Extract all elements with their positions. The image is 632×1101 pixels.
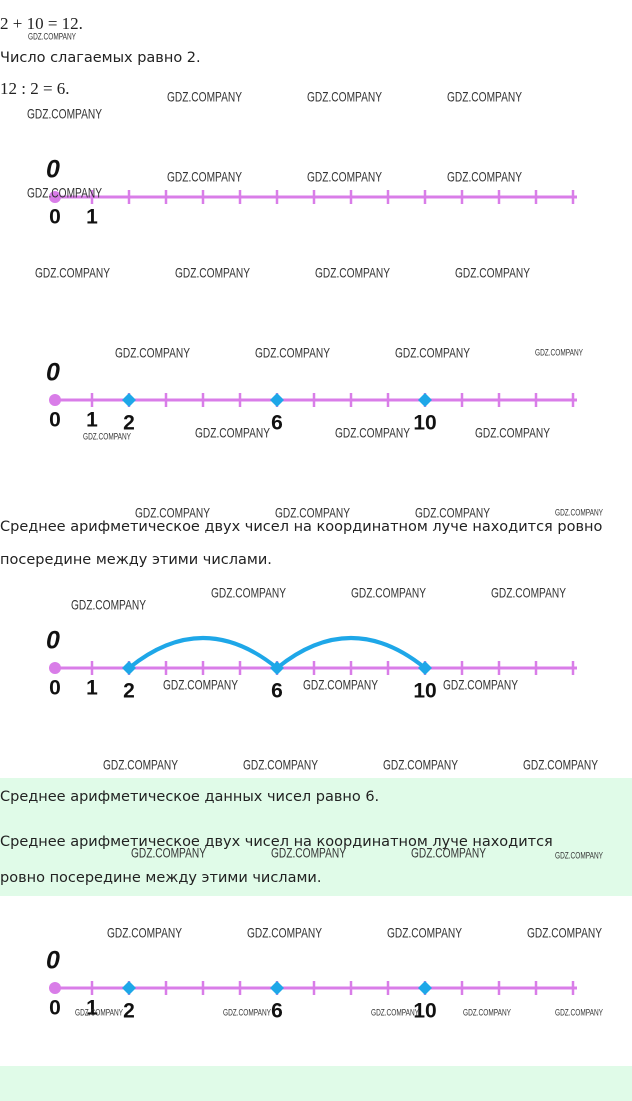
watermark: GDZ.COMPANY bbox=[491, 585, 566, 601]
arc bbox=[127, 636, 279, 670]
watermark: GDZ.COMPANY bbox=[83, 431, 131, 441]
watermark: GDZ.COMPANY bbox=[395, 345, 470, 361]
point bbox=[122, 661, 136, 675]
number-label: 10 bbox=[413, 412, 436, 435]
point bbox=[418, 981, 432, 995]
watermark: GDZ.COMPANY bbox=[447, 169, 522, 185]
number-label: 10 bbox=[413, 1000, 436, 1023]
watermark: GDZ.COMPANY bbox=[475, 425, 550, 441]
watermark: GDZ.COMPANY bbox=[247, 925, 322, 941]
origin-label: 0 bbox=[46, 156, 60, 184]
watermark: GDZ.COMPANY bbox=[115, 345, 190, 361]
watermark: GDZ.COMPANY bbox=[211, 585, 286, 601]
watermark: GDZ.COMPANY bbox=[35, 265, 110, 281]
text-line: Среднее арифметическое двух чисел на коо… bbox=[0, 834, 553, 850]
number-label: 1 bbox=[86, 206, 98, 229]
origin-dot bbox=[49, 982, 61, 994]
watermark: GDZ.COMPANY bbox=[447, 89, 522, 105]
number-label: 6 bbox=[271, 1000, 283, 1023]
point bbox=[270, 981, 284, 995]
equation: 2 + 10 = 12. bbox=[0, 14, 83, 33]
text-line: Число слагаемых равно 2. bbox=[0, 50, 201, 66]
origin-dot bbox=[49, 662, 61, 674]
watermark: GDZ.COMPANY bbox=[307, 89, 382, 105]
number-label: 0 bbox=[49, 677, 61, 700]
origin-label: 0 bbox=[46, 627, 60, 655]
watermark: GDZ.COMPANY bbox=[75, 1007, 123, 1017]
number-label: 10 bbox=[413, 680, 436, 703]
watermark: GDZ.COMPANY bbox=[27, 106, 102, 122]
watermark: GDZ.COMPANY bbox=[271, 845, 346, 861]
text-line: посередине между этими числами. bbox=[0, 552, 272, 568]
watermark: GDZ.COMPANY bbox=[555, 850, 603, 860]
watermark: GDZ.COMPANY bbox=[303, 677, 378, 693]
equation: 12 : 2 = 6. bbox=[0, 79, 70, 98]
watermark: GDZ.COMPANY bbox=[167, 89, 242, 105]
number-label: 1 bbox=[86, 997, 98, 1020]
watermark: GDZ.COMPANY bbox=[555, 507, 603, 517]
text-line: Среднее арифметическое данных чисел равн… bbox=[0, 789, 379, 805]
point bbox=[418, 661, 432, 675]
watermark: GDZ.COMPANY bbox=[371, 1007, 419, 1017]
watermark: GDZ.COMPANY bbox=[175, 265, 250, 281]
text-line: ровно посередине между этими числами. bbox=[0, 870, 321, 886]
watermark: GDZ.COMPANY bbox=[195, 425, 270, 441]
watermark: GDZ.COMPANY bbox=[555, 1007, 603, 1017]
watermark: GDZ.COMPANY bbox=[107, 925, 182, 941]
watermark: GDZ.COMPANY bbox=[351, 585, 426, 601]
watermark: GDZ.COMPANY bbox=[383, 757, 458, 773]
number-label: 2 bbox=[123, 680, 135, 703]
answer-box bbox=[0, 778, 632, 896]
number-label: 0 bbox=[49, 997, 61, 1020]
watermark: GDZ.COMPANY bbox=[443, 677, 518, 693]
watermark: GDZ.COMPANY bbox=[131, 845, 206, 861]
watermark: GDZ.COMPANY bbox=[243, 757, 318, 773]
watermark: GDZ.COMPANY bbox=[255, 345, 330, 361]
point bbox=[270, 661, 284, 675]
watermark: GDZ.COMPANY bbox=[71, 597, 146, 613]
text-line: Среднее арифметическое двух чисел на коо… bbox=[0, 519, 602, 535]
watermark: GDZ.COMPANY bbox=[167, 169, 242, 185]
watermark: GDZ.COMPANY bbox=[315, 265, 390, 281]
origin-label: 0 bbox=[46, 359, 60, 387]
watermark: GDZ.COMPANY bbox=[103, 757, 178, 773]
watermark: GDZ.COMPANY bbox=[27, 185, 102, 201]
watermark: GDZ.COMPANY bbox=[28, 31, 76, 41]
number-label: 6 bbox=[271, 412, 283, 435]
number-label: 1 bbox=[86, 409, 98, 432]
origin-dot bbox=[49, 394, 61, 406]
watermark: GDZ.COMPANY bbox=[415, 505, 490, 521]
number-label: 2 bbox=[123, 1000, 135, 1023]
watermark: GDZ.COMPANY bbox=[163, 677, 238, 693]
watermark: GDZ.COMPANY bbox=[411, 845, 486, 861]
watermark: GDZ.COMPANY bbox=[307, 169, 382, 185]
watermark: GDZ.COMPANY bbox=[527, 925, 602, 941]
arc bbox=[275, 636, 427, 670]
number-label: 1 bbox=[86, 677, 98, 700]
watermark: GDZ.COMPANY bbox=[523, 757, 598, 773]
watermark: GDZ.COMPANY bbox=[535, 347, 583, 357]
number-label: 0 bbox=[49, 409, 61, 432]
watermark: GDZ.COMPANY bbox=[387, 925, 462, 941]
point bbox=[270, 393, 284, 407]
number-label: 2 bbox=[123, 412, 135, 435]
answer-box bbox=[0, 1066, 632, 1101]
watermark: GDZ.COMPANY bbox=[223, 1007, 271, 1017]
number-label: 0 bbox=[49, 206, 61, 229]
watermark: GDZ.COMPANY bbox=[463, 1007, 511, 1017]
watermark: GDZ.COMPANY bbox=[275, 505, 350, 521]
point bbox=[122, 981, 136, 995]
point bbox=[122, 393, 136, 407]
watermark: GDZ.COMPANY bbox=[335, 425, 410, 441]
watermark: GDZ.COMPANY bbox=[455, 265, 530, 281]
origin-label: 0 bbox=[46, 947, 60, 975]
origin-dot bbox=[49, 191, 61, 203]
number-label: 6 bbox=[271, 680, 283, 703]
watermark: GDZ.COMPANY bbox=[135, 505, 210, 521]
point bbox=[418, 393, 432, 407]
